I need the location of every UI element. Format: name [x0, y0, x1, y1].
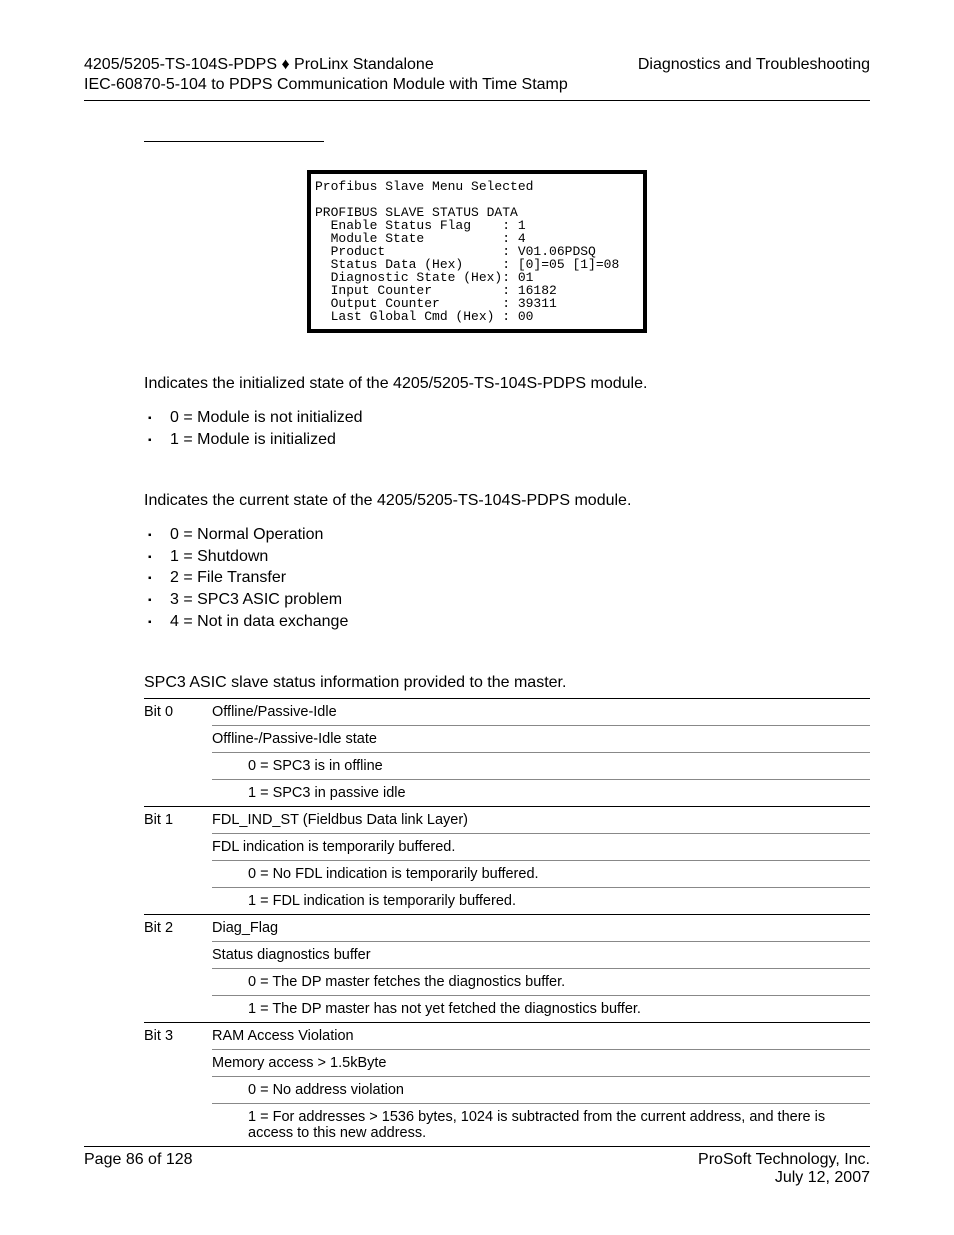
table-row: 0 = No FDL indication is temporarily buf… — [144, 861, 870, 888]
footer: Page 86 of 128 ProSoft Technology, Inc. … — [84, 1146, 870, 1187]
bit-label: Bit 3 — [144, 1023, 212, 1050]
list-item: 0 = Module is not initialized — [170, 407, 870, 429]
enable-intro: Indicates the initialized state of the 4… — [144, 375, 870, 393]
bit-option: 1 = FDL indication is temporarily buffer… — [212, 888, 870, 915]
bit-option: 0 = The DP master fetches the diagnostic… — [212, 969, 870, 996]
bit-option: 0 = No FDL indication is temporarily buf… — [212, 861, 870, 888]
page: 4205/5205-TS-104S-PDPS ♦ ProLinx Standal… — [0, 0, 954, 1235]
table-row: 0 = SPC3 is in offline — [144, 753, 870, 780]
list-item: 1 = Module is initialized — [170, 429, 870, 451]
table-row: 0 = The DP master fetches the diagnostic… — [144, 969, 870, 996]
bit-option: 1 = SPC3 in passive idle — [212, 780, 870, 807]
bit-title: Offline/Passive-Idle — [212, 699, 870, 726]
header-subtitle: IEC-60870-5-104 to PDPS Communication Mo… — [84, 76, 870, 94]
terminal-title: Profibus Slave Menu Selected — [315, 179, 533, 194]
table-row: Offline-/Passive-Idle state — [144, 726, 870, 753]
footer-date: July 12, 2007 — [775, 1169, 870, 1186]
page-header: 4205/5205-TS-104S-PDPS ♦ ProLinx Standal… — [84, 56, 870, 74]
terminal-window: Profibus Slave Menu Selected PROFIBUS SL… — [307, 170, 647, 333]
bit-label: Bit 2 — [144, 915, 212, 942]
status-intro: SPC3 ASIC slave status information provi… — [144, 674, 870, 692]
module-intro: Indicates the current state of the 4205/… — [144, 492, 870, 510]
table-row: Memory access > 1.5kByte — [144, 1050, 870, 1077]
footer-left: Page 86 of 128 — [84, 1151, 193, 1187]
table-row: 0 = No address violation — [144, 1077, 870, 1104]
bit-option: 0 = No address violation — [212, 1077, 870, 1104]
table-row: Bit 2Diag_Flag — [144, 915, 870, 942]
list-item: 1 = Shutdown — [170, 546, 870, 568]
bit-title: RAM Access Violation — [212, 1023, 870, 1050]
table-row: 1 = SPC3 in passive idle — [144, 780, 870, 807]
section-underline — [144, 141, 324, 142]
table-row: Status diagnostics buffer — [144, 942, 870, 969]
bit-option: 0 = SPC3 is in offline — [212, 753, 870, 780]
body: Indicates the initialized state of the 4… — [144, 375, 870, 1147]
bit-sub: FDL indication is temporarily buffered. — [212, 834, 870, 861]
table-row: 1 = FDL indication is temporarily buffer… — [144, 888, 870, 915]
bit-sub: Memory access > 1.5kByte — [212, 1050, 870, 1077]
header-rule — [84, 100, 870, 101]
footer-right: ProSoft Technology, Inc. July 12, 2007 — [698, 1151, 870, 1187]
terminal-rows: Enable Status Flag : 1 Module State : 4 … — [315, 218, 619, 324]
enable-list: 0 = Module is not initialized1 = Module … — [144, 407, 870, 450]
bits-table: Bit 0Offline/Passive-IdleOffline-/Passiv… — [144, 698, 870, 1147]
table-row: Bit 0Offline/Passive-Idle — [144, 699, 870, 726]
bit-option: 1 = For addresses > 1536 bytes, 1024 is … — [212, 1104, 870, 1147]
header-right: Diagnostics and Troubleshooting — [638, 56, 870, 74]
table-row: Bit 3RAM Access Violation — [144, 1023, 870, 1050]
bit-sub: Status diagnostics buffer — [212, 942, 870, 969]
list-item: 2 = File Transfer — [170, 567, 870, 589]
table-row: 1 = For addresses > 1536 bytes, 1024 is … — [144, 1104, 870, 1147]
bit-title: Diag_Flag — [212, 915, 870, 942]
bit-option: 1 = The DP master has not yet fetched th… — [212, 996, 870, 1023]
bit-label: Bit 1 — [144, 807, 212, 834]
list-item: 0 = Normal Operation — [170, 524, 870, 546]
bit-title: FDL_IND_ST (Fieldbus Data link Layer) — [212, 807, 870, 834]
module-list: 0 = Normal Operation1 = Shutdown2 = File… — [144, 524, 870, 632]
bit-sub: Offline-/Passive-Idle state — [212, 726, 870, 753]
list-item: 4 = Not in data exchange — [170, 611, 870, 633]
table-row: FDL indication is temporarily buffered. — [144, 834, 870, 861]
bit-label: Bit 0 — [144, 699, 212, 726]
list-item: 3 = SPC3 ASIC problem — [170, 589, 870, 611]
footer-company: ProSoft Technology, Inc. — [698, 1151, 870, 1168]
header-left: 4205/5205-TS-104S-PDPS ♦ ProLinx Standal… — [84, 56, 434, 74]
footer-rule — [84, 1146, 870, 1147]
table-row: Bit 1FDL_IND_ST (Fieldbus Data link Laye… — [144, 807, 870, 834]
table-row: 1 = The DP master has not yet fetched th… — [144, 996, 870, 1023]
